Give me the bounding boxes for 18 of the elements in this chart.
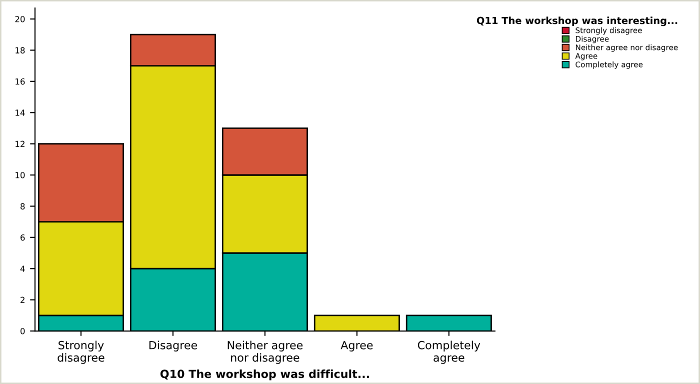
x-tick-label: Disagree [149,340,198,352]
y-tick-label: 20 [15,16,25,22]
x-axis-title: Q10 The workshop was difficult... [160,369,369,380]
y-tick-label: 2 [20,296,24,303]
y-tick-label: 4 [20,266,25,272]
y-tick-label: 14 [16,110,25,116]
x-tick-label: Agree [340,341,373,352]
y-tick-label: 6 [20,234,25,241]
x-tick-label: Strongly disagree [58,340,104,364]
x-tick-label: Completely agree [418,340,480,364]
y-tick-label: 16 [16,78,25,85]
y-tick-label: 8 [20,203,25,210]
y-tick-label: 10 [16,172,25,178]
x-tick-label: Neither agree nor disagree [228,340,303,364]
y-tick-label: 18 [16,47,25,54]
y-tick-label: 12 [16,140,24,147]
legend-title: Q11 The workshop was interesting... [476,16,678,26]
y-tick-label: 0 [20,328,25,334]
